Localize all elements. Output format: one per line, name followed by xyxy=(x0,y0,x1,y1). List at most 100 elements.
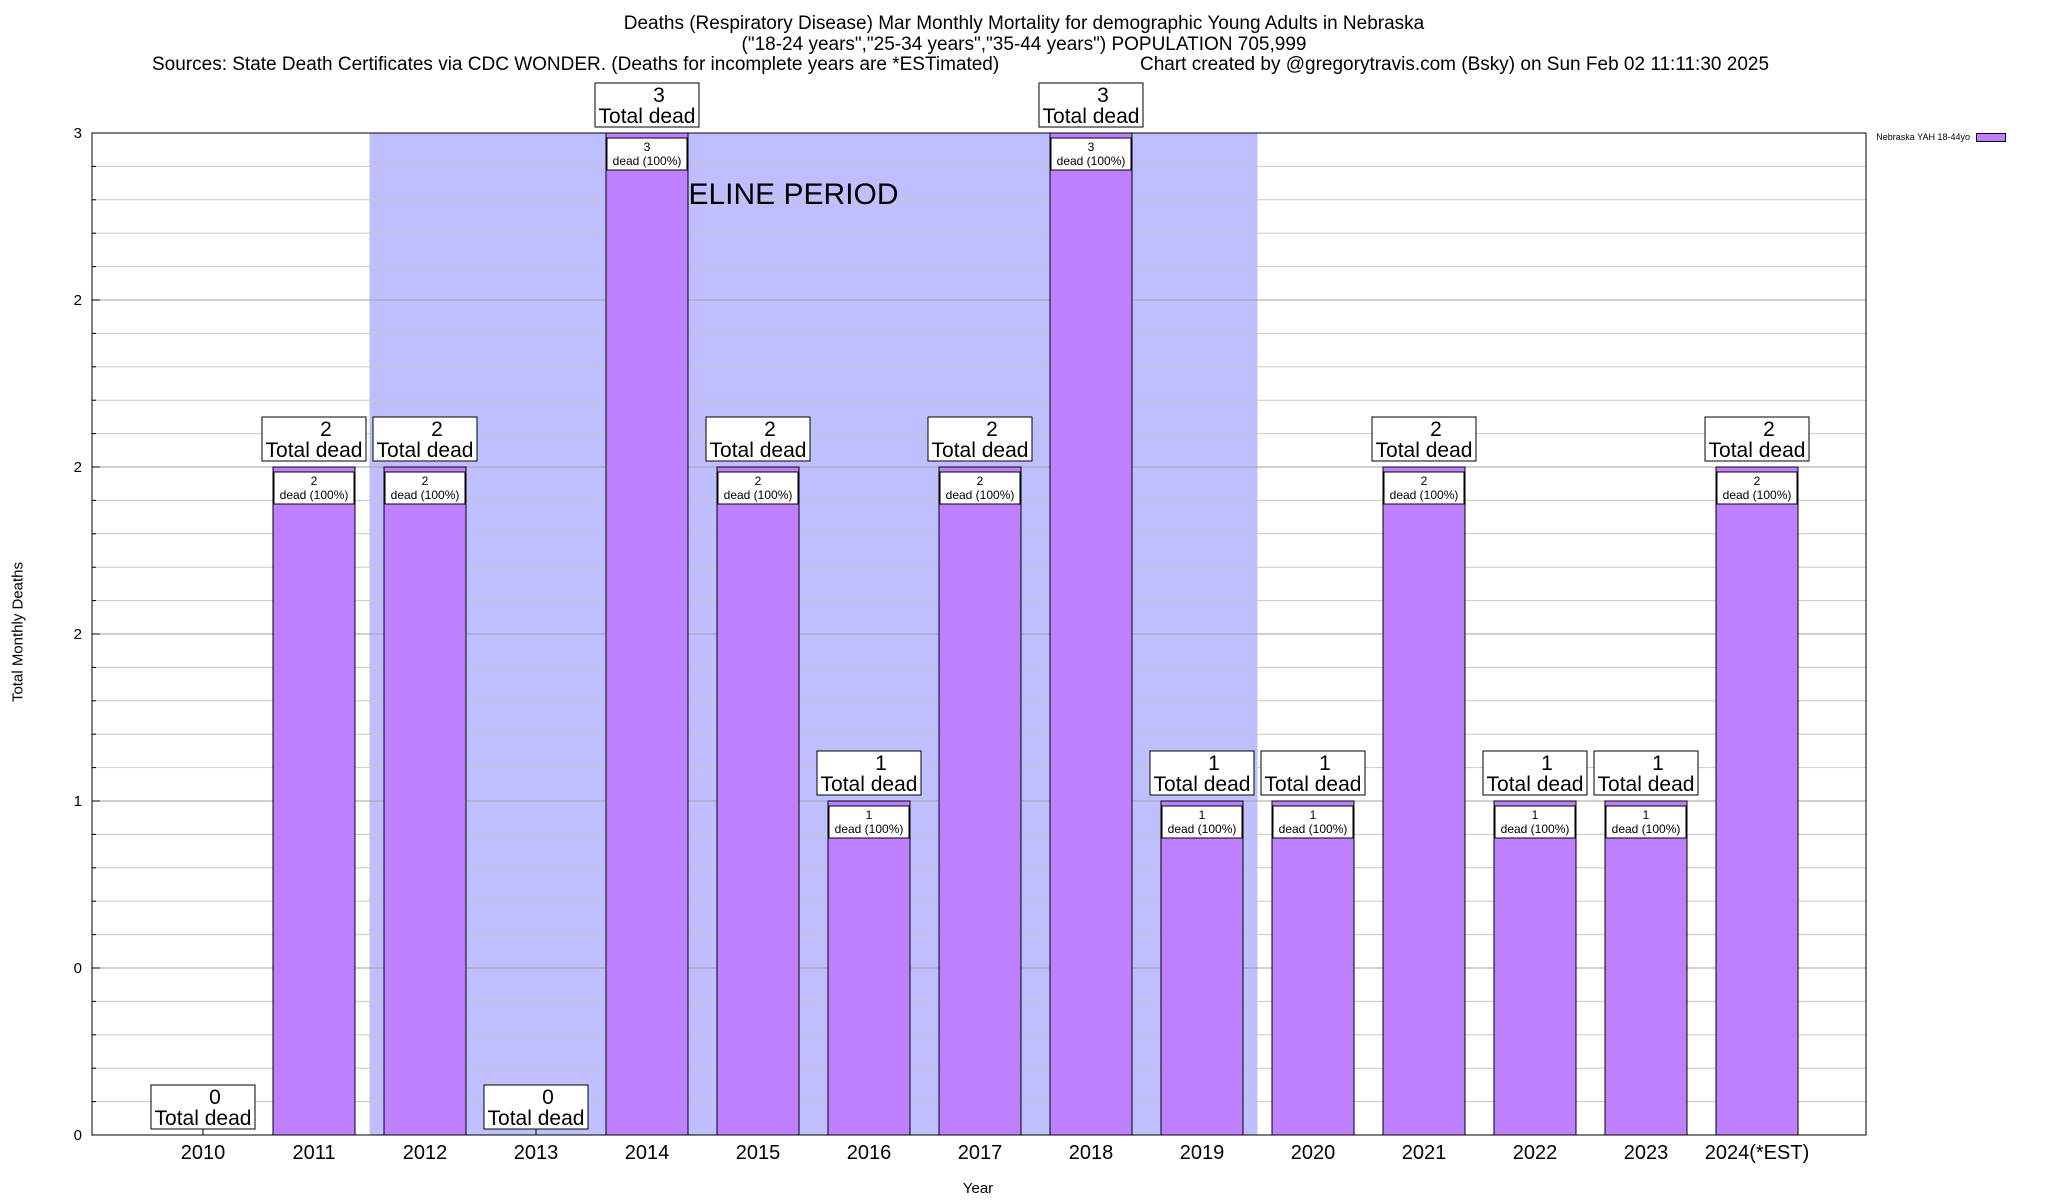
total-label-box xyxy=(150,1084,256,1130)
y-tick-label: 0 xyxy=(74,1127,82,1144)
bar-inner-label-box xyxy=(939,471,1021,505)
plot-border xyxy=(91,132,1867,1136)
bar-inner-label-box xyxy=(1272,805,1354,839)
total-label-box xyxy=(1260,750,1366,796)
bar-inner-label-box xyxy=(273,471,355,505)
x-tick-label: 2014 xyxy=(625,1142,670,1164)
total-label-value: 0 xyxy=(542,1086,554,1109)
total-label-text: Total dead xyxy=(377,439,474,462)
total-label-value: 2 xyxy=(764,418,776,441)
total-label-box xyxy=(927,416,1033,462)
bar-inner-label-box xyxy=(1716,471,1798,505)
total-label-value: 2 xyxy=(986,418,998,441)
total-label-box xyxy=(1704,416,1810,462)
total-label-box xyxy=(1149,750,1255,796)
bar xyxy=(1493,800,1577,1136)
total-label-box xyxy=(1371,416,1477,462)
bar-inner-label: dead (100%) xyxy=(946,488,1015,502)
bar-inner-label: dead (100%) xyxy=(1168,822,1237,836)
x-tick-label: 2023 xyxy=(1624,1142,1669,1164)
x-tick-label: 2016 xyxy=(847,1142,892,1164)
bar-inner-value: 1 xyxy=(1643,808,1650,822)
total-label-value: 2 xyxy=(1763,418,1775,441)
total-label-text: Total dead xyxy=(1709,439,1806,462)
bar-inner-label-box xyxy=(1161,805,1243,839)
bar-inner-label-box xyxy=(828,805,910,839)
legend-label: Nebraska YAH 18-44yo xyxy=(1876,132,1970,142)
x-tick-label: 2019 xyxy=(1180,1142,1225,1164)
total-label-box xyxy=(372,416,478,462)
bar xyxy=(1271,800,1355,1136)
total-label-box xyxy=(483,1084,589,1130)
bar xyxy=(605,132,689,1136)
bar xyxy=(938,466,1022,1136)
y-tick-label: 2 xyxy=(74,292,82,309)
total-label-value: 3 xyxy=(1097,84,1109,107)
bar xyxy=(1382,466,1466,1136)
total-label-text: Total dead xyxy=(932,439,1029,462)
bar-inner-value: 2 xyxy=(311,474,318,488)
total-label-value: 3 xyxy=(653,84,665,107)
total-label-box xyxy=(594,82,700,128)
bar-inner-label-box xyxy=(1383,471,1465,505)
total-label-value: 1 xyxy=(1319,752,1331,775)
total-label-value: 2 xyxy=(1430,418,1442,441)
bar xyxy=(383,466,467,1136)
bar-inner-value: 2 xyxy=(422,474,429,488)
bar-inner-value: 2 xyxy=(755,474,762,488)
chart-credit-text: Chart created by @gregorytravis.com (Bsk… xyxy=(1140,54,1770,75)
bar xyxy=(1715,466,1799,1136)
y-tick-label: 3 xyxy=(74,125,82,142)
x-tick-label: 2012 xyxy=(403,1142,448,1164)
x-tick-label: 2020 xyxy=(1291,1142,1336,1164)
x-tick-label: 2011 xyxy=(292,1142,335,1164)
bar-inner-label-box xyxy=(1050,137,1132,171)
total-label-value: 2 xyxy=(431,418,443,441)
bar-inner-label: dead (100%) xyxy=(1612,822,1681,836)
y-tick-label: 2 xyxy=(74,459,82,476)
total-label-text: Total dead xyxy=(1487,773,1584,796)
x-tick-label: 2024(*EST) xyxy=(1705,1142,1810,1164)
bar-inner-label-box xyxy=(1605,805,1687,839)
bar xyxy=(1160,800,1244,1136)
x-tick-label: 2015 xyxy=(736,1142,781,1164)
bar xyxy=(716,466,800,1136)
bar-inner-label: dead (100%) xyxy=(1723,488,1792,502)
chart-legend: Nebraska YAH 18-44yo xyxy=(1876,132,2006,142)
bar-inner-value: 3 xyxy=(644,140,651,154)
y-tick-label: 2 xyxy=(74,626,82,643)
bar-inner-value: 3 xyxy=(1088,140,1095,154)
x-tick-label: 2017 xyxy=(958,1142,1003,1164)
total-label-text: Total dead xyxy=(1265,773,1362,796)
total-label-text: Total dead xyxy=(1376,439,1473,462)
bar-inner-label: dead (100%) xyxy=(1279,822,1348,836)
bar-inner-label: dead (100%) xyxy=(724,488,793,502)
chart-title-line-2: ("18-24 years","25-34 years","35-44 year… xyxy=(741,34,1307,55)
x-tick-label: 2013 xyxy=(514,1142,559,1164)
bar-inner-value: 2 xyxy=(977,474,984,488)
total-label-value: 1 xyxy=(1208,752,1220,775)
total-label-value: 1 xyxy=(1652,752,1664,775)
total-label-text: Total dead xyxy=(1154,773,1251,796)
total-label-text: Total dead xyxy=(1043,105,1140,128)
bar-inner-label-box xyxy=(606,137,688,171)
bar-inner-value: 2 xyxy=(1754,474,1761,488)
bar-inner-value: 1 xyxy=(1310,808,1317,822)
bar xyxy=(1604,800,1688,1136)
total-label-value: 2 xyxy=(320,418,332,441)
bar-inner-label: dead (100%) xyxy=(391,488,460,502)
bar-inner-label: dead (100%) xyxy=(613,154,682,168)
total-label-text: Total dead xyxy=(710,439,807,462)
bar xyxy=(827,800,911,1136)
total-label-box xyxy=(261,416,367,462)
x-axis-label: Year xyxy=(962,1180,994,1197)
total-label-box xyxy=(1482,750,1588,796)
total-label-value: 0 xyxy=(209,1086,221,1109)
total-label-text: Total dead xyxy=(266,439,363,462)
bar xyxy=(272,466,356,1136)
chart-source-text: Sources: State Death Certificates via CD… xyxy=(152,54,1000,75)
y-tick-label: 1 xyxy=(74,793,82,810)
total-label-text: Total dead xyxy=(599,105,696,128)
x-tick-label: 2021 xyxy=(1402,1142,1447,1164)
